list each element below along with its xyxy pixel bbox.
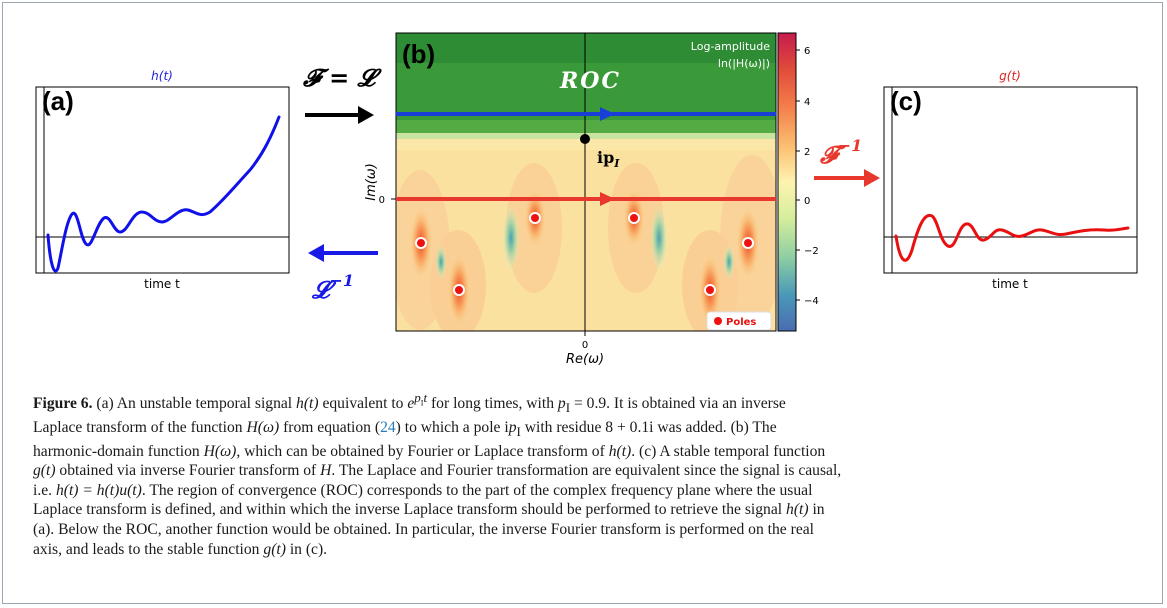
caption-text: Laplace transform of the function [33, 418, 243, 436]
pole-marker [742, 237, 754, 249]
roc-label: ROC [559, 68, 621, 94]
xtick-zero: 0 [582, 340, 588, 351]
caption-math: g(t) [263, 540, 286, 558]
caption-text: axis, and leads to the stable function [33, 540, 260, 558]
laplace-contour-arrow [600, 107, 615, 121]
inverse-laplace-label: 𝓛−1 [311, 271, 354, 304]
caption-math: epIt [407, 390, 428, 413]
fourier-contour-arrow [600, 192, 615, 206]
panel-a-xlabel: time t [144, 277, 180, 291]
pole-marker [529, 212, 541, 224]
colorbar-tick: −4 [804, 296, 819, 307]
colorbar-tick: −2 [804, 246, 819, 257]
caption-math: h(t) [296, 395, 319, 413]
figure-caption: Figure 6. (a) An unstable temporal signa… [33, 388, 1133, 559]
caption-text: . The region of convergence (ROC) corres… [141, 481, 813, 499]
panel-c-title: g(t) [999, 69, 1021, 83]
panel-b: ipI (b) ROC Log-amplitude ln(|H(ω)|) 0 0… [364, 32, 819, 367]
panel-b-ylabel: Im(ω) [364, 163, 379, 201]
colorbar-title-2: ln(|H(ω)|) [718, 57, 770, 70]
caption-math: h(t) = h(t)u(t) [55, 481, 142, 499]
caption-text: (a). Below the ROC, another function wou… [33, 520, 814, 538]
caption-text: i.e. [33, 481, 53, 499]
caption-text: = 0.9. It is obtained via an inverse [573, 395, 786, 413]
panel-c-xlabel: time t [992, 277, 1028, 291]
caption-text: in [812, 501, 825, 519]
caption-math: H(ω) [203, 442, 237, 460]
caption-text: harmonic-domain function [33, 442, 200, 460]
caption-math: h(t) [786, 501, 809, 519]
caption-text: ) to which a pole i [395, 418, 509, 436]
caption-text: , which can be obtained by Fourier or La… [236, 442, 605, 460]
pole-marker [628, 212, 640, 224]
caption-text: . (c) A stable temporal function [631, 442, 826, 460]
poles [415, 212, 754, 296]
caption-text: with residue 8 + 0.1i was added. (b) The [524, 418, 777, 436]
ytick-zero: 0 [379, 195, 385, 206]
caption-text: . The Laplace and Fourier transformation… [331, 462, 842, 480]
panel-a: (a) h(t) time t [35, 69, 290, 291]
h-t-curve [46, 115, 281, 273]
caption-text: obtained via inverse Fourier transform o… [59, 462, 317, 480]
poles-legend [706, 311, 772, 331]
colorbar-ticks: 6 4 2 0 −2 −4 [796, 46, 819, 307]
pole-ip-marker [580, 134, 590, 144]
pole-ip-label: ipI [597, 148, 620, 170]
caption-text: for long times, with [430, 395, 554, 413]
colorbar-tick: 4 [804, 97, 810, 108]
caption-math: pI [508, 418, 521, 439]
caption-figure-label: Figure 6. [33, 395, 93, 413]
panel-b-xlabel: Re(ω) [566, 352, 604, 367]
caption-math: g(t) [33, 462, 56, 480]
colorbar-tick: 6 [804, 46, 810, 57]
panel-c: (c) g(t) time t [883, 69, 1138, 291]
pole-marker [453, 284, 465, 296]
colorbar-title-1: Log-amplitude [691, 40, 770, 53]
panel-a-title: h(t) [151, 69, 173, 83]
colorbar-tick: 2 [804, 147, 810, 158]
legend-pole-marker [714, 317, 722, 325]
figure-graphic: (a) h(t) time t (c) g(t) time t [35, 32, 1138, 367]
inverse-fourier-label: 𝓕−1 [819, 136, 862, 169]
caption-math: pI [557, 395, 571, 416]
caption-math: H [320, 462, 332, 480]
g-t-curve [894, 213, 1130, 262]
caption-text: (a) An unstable temporal signal [96, 395, 293, 413]
forward-transform-label: 𝓕 = 𝓛 [302, 63, 383, 92]
panel-c-label: (c) [890, 86, 922, 116]
legend-label: Poles [726, 317, 756, 328]
panel-a-label: (a) [42, 86, 74, 116]
pole-marker [704, 284, 716, 296]
pole-marker [415, 237, 427, 249]
colorbar [777, 32, 797, 332]
colorbar-tick: 0 [804, 196, 810, 207]
equation-link[interactable]: 24 [380, 418, 396, 436]
caption-text: Laplace transform is defined, and within… [33, 501, 783, 519]
caption-math: H(ω) [246, 418, 280, 436]
panel-b-frame [395, 32, 777, 332]
caption-text: from equation ( [283, 418, 381, 436]
panel-b-label: (b) [402, 39, 435, 69]
caption-text: in (c). [289, 540, 328, 558]
caption-math: h(t) [608, 442, 632, 460]
caption-text: equivalent to [322, 395, 404, 413]
